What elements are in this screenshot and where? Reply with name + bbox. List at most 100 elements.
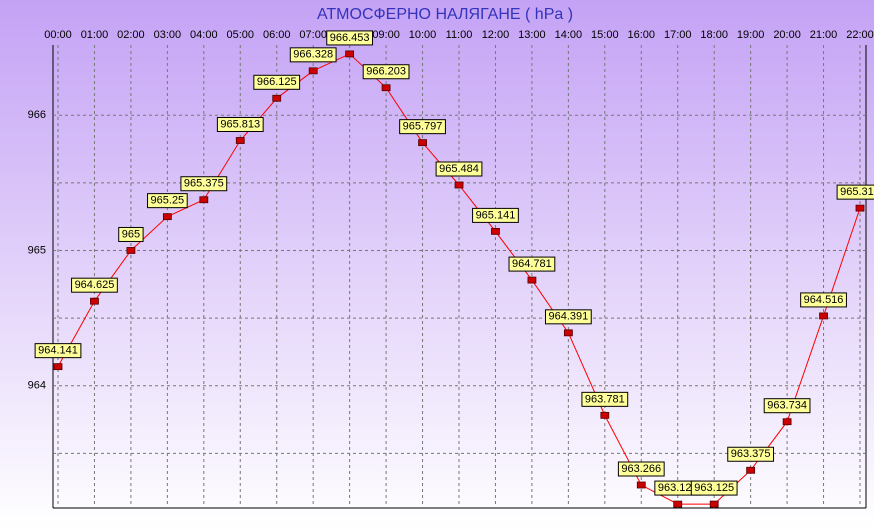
data-label: 963.266	[617, 461, 665, 477]
data-label-text: 963.781	[585, 393, 625, 405]
y-tick-label: 966	[28, 109, 46, 121]
marker	[527, 276, 537, 284]
x-tick-label: 04:00	[190, 29, 218, 41]
x-tick-label: 14:00	[555, 29, 583, 41]
marker	[162, 213, 172, 221]
marker	[746, 466, 756, 474]
x-tick-label: 16:00	[628, 29, 656, 41]
x-tick-label: 06:00	[263, 29, 291, 41]
data-label-text: 966.203	[366, 66, 406, 78]
data-label: 963.375	[727, 446, 775, 462]
data-label-box	[180, 176, 228, 192]
marker	[819, 312, 828, 320]
data-label: 965.813	[216, 116, 264, 132]
marker	[308, 67, 318, 75]
data-label-text: 966.453	[330, 32, 370, 44]
data-label-text: 963.266	[621, 463, 661, 475]
data-label-box	[435, 161, 483, 177]
data-label-box	[118, 226, 144, 242]
data-label: 966.328	[289, 47, 337, 63]
data-label: 965.25	[147, 193, 188, 209]
y-tick-label: 965	[28, 244, 46, 256]
marker	[90, 297, 99, 305]
x-tick-label: 22:00	[846, 29, 874, 41]
data-label-box	[690, 480, 738, 496]
data-label-text: 964.516	[804, 294, 844, 306]
x-tick-label: 09:00	[372, 29, 400, 41]
x-tick-label: 19:00	[737, 29, 765, 41]
x-tick-label: 17:00	[664, 29, 692, 41]
data-label-box	[617, 461, 665, 477]
data-label-text: 965.375	[184, 178, 224, 190]
data-label: 963.781	[581, 391, 629, 407]
data-label-box	[581, 391, 629, 407]
data-label: 964.625	[71, 277, 118, 293]
data-label-box	[326, 30, 374, 46]
data-label: 965	[118, 226, 144, 242]
y-tick-label: 964	[28, 380, 46, 392]
data-label-text: 964.391	[548, 311, 588, 323]
data-label-box	[362, 64, 410, 80]
data-label-box	[216, 116, 264, 132]
data-label-box	[253, 74, 301, 90]
data-label-box	[71, 277, 118, 293]
x-tick-label: 05:00	[227, 29, 255, 41]
data-label-text: 964.625	[75, 279, 115, 291]
data-label: 965.313	[836, 184, 874, 200]
x-tick-label: 01:00	[81, 29, 109, 41]
x-tick-label: 13:00	[518, 29, 546, 41]
data-label: 963.125	[690, 480, 738, 496]
data-label: 964.141	[34, 343, 82, 359]
data-label: 966.125	[253, 74, 301, 90]
marker	[636, 481, 646, 489]
data-label: 964.391	[544, 309, 592, 325]
data-label: 963.125	[654, 480, 702, 496]
data-label-text: 965.484	[439, 163, 479, 175]
data-label-box	[836, 184, 874, 200]
marker	[709, 500, 719, 508]
data-label-box	[544, 309, 592, 325]
marker	[782, 418, 792, 426]
marker	[345, 50, 355, 58]
data-label-box	[800, 292, 847, 308]
marker	[491, 227, 500, 235]
marker	[563, 329, 573, 337]
data-label-text: 965.141	[476, 209, 516, 221]
marker	[381, 84, 391, 92]
data-label-text: 964.781	[512, 258, 552, 270]
data-label: 963.734	[763, 398, 811, 414]
x-tick-label: 10:00	[409, 29, 437, 41]
data-label-box	[472, 207, 519, 223]
marker	[600, 411, 610, 419]
data-label: 965.797	[399, 119, 446, 135]
data-label-box	[147, 193, 188, 209]
x-tick-label: 20:00	[773, 29, 801, 41]
x-tick-label: 11:00	[446, 29, 473, 41]
x-tick-label: 02:00	[117, 29, 145, 41]
data-label-box	[399, 119, 446, 135]
x-tick-label: 07:00	[299, 29, 327, 41]
x-tick-label: 21:00	[810, 29, 838, 41]
data-label-text: 966.125	[257, 76, 297, 88]
marker	[418, 139, 427, 147]
data-label-text: 963.125	[658, 482, 698, 494]
data-label-text: 965.313	[840, 186, 874, 198]
data-label-box	[508, 256, 556, 272]
data-label-text: 963.125	[694, 482, 734, 494]
x-tick-label: 18:00	[700, 29, 728, 41]
data-label-text: 965.813	[220, 118, 260, 130]
marker	[454, 181, 464, 189]
data-label-text: 965	[122, 228, 140, 240]
data-label-text: 965.797	[403, 121, 443, 133]
data-label-box	[727, 446, 775, 462]
data-label: 964.516	[800, 292, 847, 308]
data-label-box	[289, 47, 337, 63]
data-label-text: 966.328	[293, 49, 333, 61]
x-tick-label: 15:00	[591, 29, 619, 41]
data-label-text: 964.141	[38, 345, 78, 357]
data-label-box	[34, 343, 82, 359]
marker	[673, 500, 683, 508]
data-label: 965.375	[180, 176, 228, 192]
